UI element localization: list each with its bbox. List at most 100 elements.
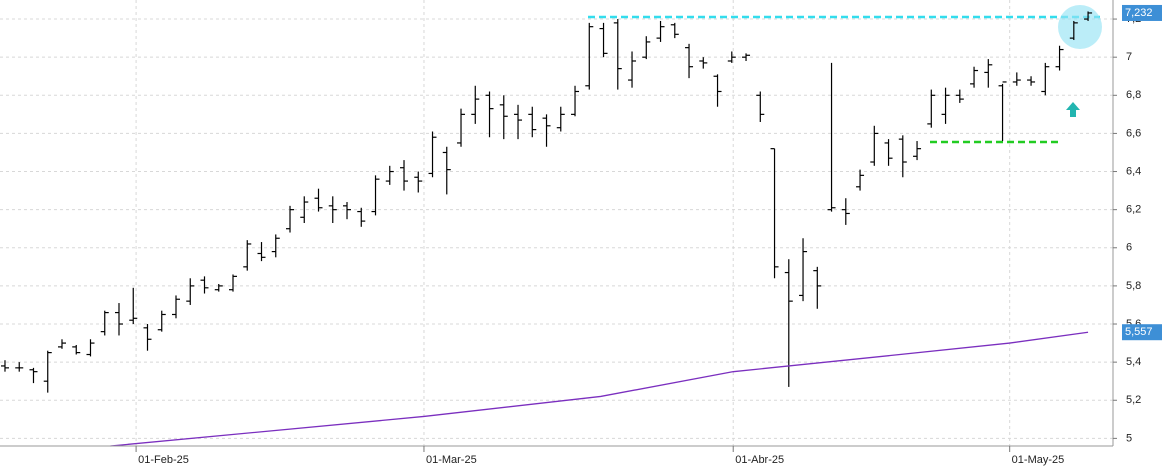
ohlc-bar — [556, 106, 565, 132]
ohlc-bar — [186, 278, 195, 305]
highlight-circle — [1058, 5, 1102, 49]
ohlc-bar — [927, 89, 936, 128]
y-tick-label: 6 — [1126, 242, 1132, 254]
ohlc-bar — [770, 148, 779, 279]
ohlc-bar — [913, 141, 922, 161]
grid — [0, 0, 1113, 446]
ohlc-bar — [585, 22, 594, 90]
y-tick-label: 6,4 — [1126, 165, 1141, 177]
y-tick-label: 5 — [1126, 432, 1132, 444]
ohlc-bar — [229, 274, 238, 292]
ohlc-bar — [314, 188, 323, 212]
ohlc-bar — [571, 85, 580, 117]
ohlc-bar — [727, 51, 736, 63]
ohlc-bar — [613, 19, 622, 90]
ohlc-bar — [984, 59, 993, 88]
ohlc-bar — [670, 22, 679, 39]
ohlc-bar — [200, 276, 209, 294]
ohlc-bar — [898, 135, 907, 178]
ohlc-bar — [143, 324, 152, 351]
ohlc-bar — [756, 91, 765, 122]
ohlc-bar — [300, 196, 309, 223]
ohlc-bar — [1084, 11, 1093, 21]
up-arrow — [1066, 102, 1080, 117]
y-tick-label: 5,4 — [1126, 356, 1141, 368]
ohlc-bar — [499, 95, 508, 140]
ohlc-bar — [827, 62, 836, 212]
ohlc-bar — [514, 104, 523, 140]
ohlc-bar — [243, 240, 252, 271]
ohlc-bar — [57, 339, 66, 349]
ohlc-bar — [271, 234, 280, 258]
ohlc-bar — [286, 205, 295, 233]
ohlc-bar — [713, 74, 722, 107]
ohlc-bar — [1055, 45, 1064, 71]
ohlc-bar — [656, 20, 665, 42]
ohlc-bar — [542, 114, 551, 147]
x-tick-label: 01-Mar-25 — [426, 454, 477, 466]
last-value-label: 7,232 — [1125, 7, 1153, 19]
ohlc-bar — [328, 196, 337, 223]
ohlc-bar — [0, 360, 9, 372]
ohlc-bar — [699, 57, 708, 69]
ohlc-bar — [371, 175, 380, 216]
ohlc-bar — [15, 362, 24, 372]
ohlc-bar — [457, 108, 466, 147]
ohlc-bar — [813, 266, 822, 309]
y-tick-label: 6,2 — [1126, 204, 1141, 216]
ohlc-bar — [385, 165, 394, 185]
y-tick-label: 5,8 — [1126, 280, 1141, 292]
ohlc-bar — [841, 198, 850, 225]
y-tick-label: 7 — [1126, 51, 1132, 63]
ohlc-bar — [799, 238, 808, 302]
axes: 55,25,45,65,866,26,46,66,877,201-Feb-250… — [135, 4, 1162, 466]
ohlc-bar — [171, 295, 180, 319]
ohlc-bar — [1041, 62, 1050, 96]
ohlc-bar — [86, 339, 95, 357]
ohlc-bar — [29, 367, 38, 384]
ohlc-bar — [157, 310, 166, 332]
ohlc-bar — [1012, 72, 1021, 86]
ohlc-bar — [599, 22, 608, 58]
x-tick-label: 01-May-25 — [1012, 454, 1065, 466]
ohlc-bar — [1069, 20, 1078, 41]
ohlc-bar — [257, 242, 266, 262]
ohlc-bar — [884, 139, 893, 166]
ohlc-bar — [970, 66, 979, 88]
ohlc-bar — [72, 344, 81, 355]
ohlc-bar — [129, 287, 138, 325]
x-tick-label: 01-Abr-25 — [735, 454, 784, 466]
ohlc-bar — [400, 160, 409, 191]
ohlc-bar — [685, 43, 694, 79]
ohlc-bar — [114, 303, 123, 336]
ohlc-bar — [43, 350, 52, 393]
ohlc-bar — [856, 169, 865, 191]
y-tick-label: 6,8 — [1126, 89, 1141, 101]
last-value-label: 5,557 — [1125, 326, 1153, 338]
y-tick-label: 5,2 — [1126, 394, 1141, 406]
ohlc-bar — [941, 87, 950, 124]
ohlc-bar — [343, 202, 352, 220]
ohlc-bar — [742, 53, 751, 61]
ohlc-bar — [528, 106, 537, 138]
last-value-box — [1122, 4, 1162, 21]
ohlc-bar — [642, 36, 651, 60]
last-value-box — [1122, 324, 1162, 341]
ohlc-bar — [428, 131, 437, 178]
ohlc-bar — [870, 125, 879, 166]
ohlc-bar — [471, 85, 480, 124]
marks — [0, 11, 1093, 447]
x-tick-label: 01-Feb-25 — [138, 454, 189, 466]
ohlc-bar — [100, 310, 109, 336]
ohlc-bar — [998, 81, 1007, 142]
ohlc-bar — [414, 171, 423, 193]
y-tick-label: 6,6 — [1126, 127, 1141, 139]
ohlc-bar — [1027, 76, 1036, 86]
ohlc-bar — [485, 91, 494, 138]
ohlc-bar — [955, 89, 964, 103]
moving-average — [110, 331, 1089, 447]
ohlc-bar — [628, 51, 637, 88]
ohlc-bar — [214, 283, 223, 292]
